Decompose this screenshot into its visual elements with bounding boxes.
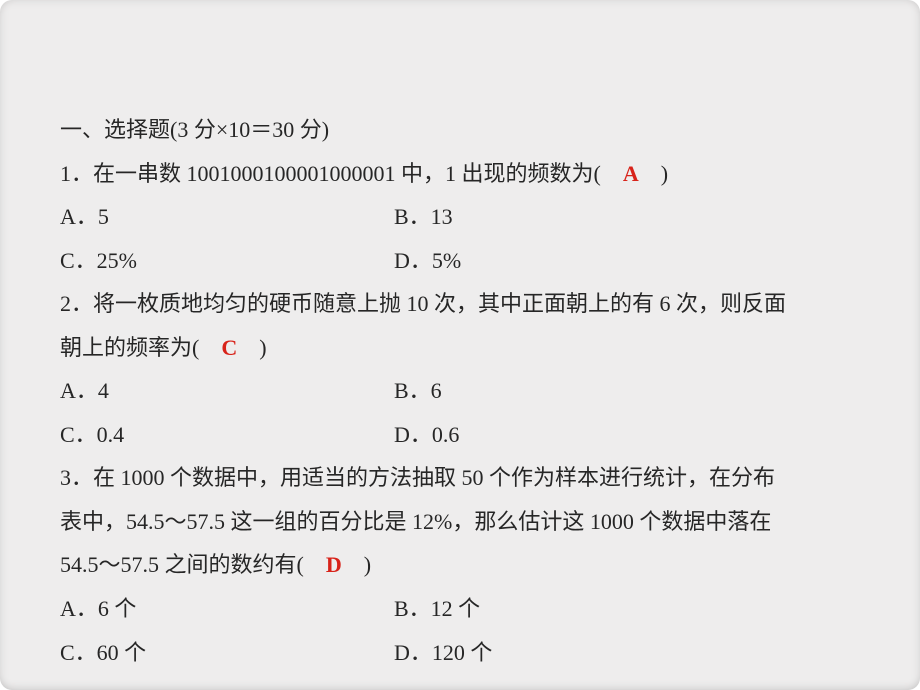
q3-option-d: D．120 个 — [394, 631, 860, 675]
q3-number: 3． — [60, 465, 93, 490]
q2-stem-line2: 朝上的频率为( C ) — [60, 326, 860, 370]
q2-options-row2: C．0.4 D．0.6 — [60, 413, 860, 457]
q2-option-d: D．0.6 — [394, 413, 860, 457]
q2-text-line2-after: ) — [237, 335, 266, 360]
q3-text-line3-after: ) — [342, 552, 371, 577]
q2-options-row1: A．4 B．6 — [60, 369, 860, 413]
q3-options-row1: A．6 个 B．12 个 — [60, 587, 860, 631]
q1-stem: 1．在一串数 1001000100001000001 中，1 出现的频数为( A… — [60, 152, 860, 196]
q2-text-line2-before: 朝上的频率为( — [60, 335, 221, 360]
q2-stem-line1: 2．将一枚质地均匀的硬币随意上抛 10 次，其中正面朝上的有 6 次，则反面 — [60, 282, 860, 326]
q1-text-after: ) — [639, 161, 668, 186]
q3-text-line3-before: 54.5～57.5 之间的数约有( — [60, 552, 326, 577]
q1-option-a: A．5 — [60, 195, 394, 239]
q3-option-a: A．6 个 — [60, 587, 394, 631]
exam-page: 一、选择题(3 分×10＝30 分) 1．在一串数 10010001000010… — [0, 0, 920, 690]
q1-option-c: C．25% — [60, 239, 394, 283]
q1-options-row1: A．5 B．13 — [60, 195, 860, 239]
q3-answer: D — [326, 552, 342, 577]
q3-text-line1: 在 1000 个数据中，用适当的方法抽取 50 个作为样本进行统计，在分布 — [93, 465, 775, 490]
q3-stem-line3: 54.5～57.5 之间的数约有( D ) — [60, 543, 860, 587]
q1-option-b: B．13 — [394, 195, 860, 239]
q2-answer: C — [221, 335, 237, 360]
q3-stem-line1: 3．在 1000 个数据中，用适当的方法抽取 50 个作为样本进行统计，在分布 — [60, 456, 860, 500]
q3-options-row2: C．60 个 D．120 个 — [60, 631, 860, 675]
section-heading: 一、选择题(3 分×10＝30 分) — [60, 108, 860, 152]
q3-stem-line2: 表中，54.5～57.5 这一组的百分比是 12%，那么估计这 1000 个数据… — [60, 500, 860, 544]
q2-option-b: B．6 — [394, 369, 860, 413]
q1-text: 在一串数 1001000100001000001 中，1 出现的频数为( — [93, 161, 623, 186]
q3-option-b: B．12 个 — [394, 587, 860, 631]
q1-answer: A — [623, 161, 639, 186]
q2-option-c: C．0.4 — [60, 413, 394, 457]
q1-number: 1． — [60, 161, 93, 186]
q2-number: 2． — [60, 291, 93, 316]
q2-option-a: A．4 — [60, 369, 394, 413]
q1-options-row2: C．25% D．5% — [60, 239, 860, 283]
q1-option-d: D．5% — [394, 239, 860, 283]
q2-text-line1: 将一枚质地均匀的硬币随意上抛 10 次，其中正面朝上的有 6 次，则反面 — [93, 291, 786, 316]
q3-option-c: C．60 个 — [60, 631, 394, 675]
